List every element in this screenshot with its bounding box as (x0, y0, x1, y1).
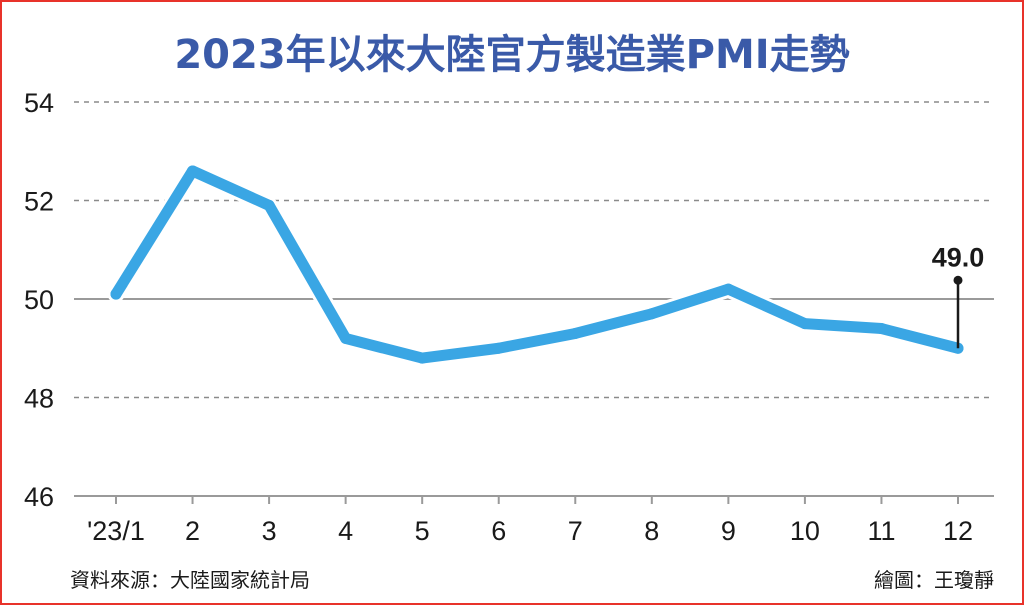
credit-note: 繪圖：王瓊靜 (874, 568, 994, 592)
y-tick-label: 48 (24, 384, 54, 414)
x-tick-label: 7 (568, 516, 583, 546)
source-note: 資料來源：大陸國家統計局 (70, 568, 310, 592)
x-axis-ticks: '23/1 2 3 4 5 6 7 8 9 10 11 12 (87, 496, 973, 546)
series-line (110, 165, 964, 364)
pmi-series (107, 162, 967, 367)
x-tick-label: 3 (262, 516, 277, 546)
x-tick-label: 10 (790, 516, 820, 546)
x-tick-label: 9 (721, 516, 736, 546)
x-tick-label: 5 (415, 516, 430, 546)
data-point (110, 288, 122, 300)
data-point (722, 283, 734, 295)
y-tick-label: 46 (24, 482, 54, 512)
x-tick-label: 8 (644, 516, 659, 546)
annotation-dot (953, 275, 963, 285)
chart-title: 2023年以來大陸官方製造業PMI走勢 (174, 32, 849, 78)
data-point (799, 318, 811, 330)
data-point (646, 308, 658, 320)
data-point (493, 342, 505, 354)
annotations: 49.0 (932, 242, 985, 349)
y-axis-ticks: 54 52 50 48 46 (24, 88, 54, 512)
data-point (263, 199, 275, 211)
x-tick-label: '23/1 (87, 516, 145, 546)
x-tick-label: 4 (338, 516, 353, 546)
x-tick-label: 11 (867, 516, 895, 546)
data-point (569, 327, 581, 339)
data-point (340, 332, 352, 344)
y-tick-label: 54 (24, 88, 54, 118)
x-tick-label: 2 (185, 516, 200, 546)
y-tick-label: 52 (24, 187, 54, 217)
y-tick-label: 50 (24, 285, 54, 315)
annotation-label: 49.0 (932, 242, 985, 272)
x-tick-label: 6 (491, 516, 506, 546)
data-point (416, 352, 428, 364)
data-point (875, 323, 887, 335)
gridlines (74, 101, 994, 399)
x-tick-label: 12 (943, 516, 973, 546)
data-point (187, 165, 199, 177)
